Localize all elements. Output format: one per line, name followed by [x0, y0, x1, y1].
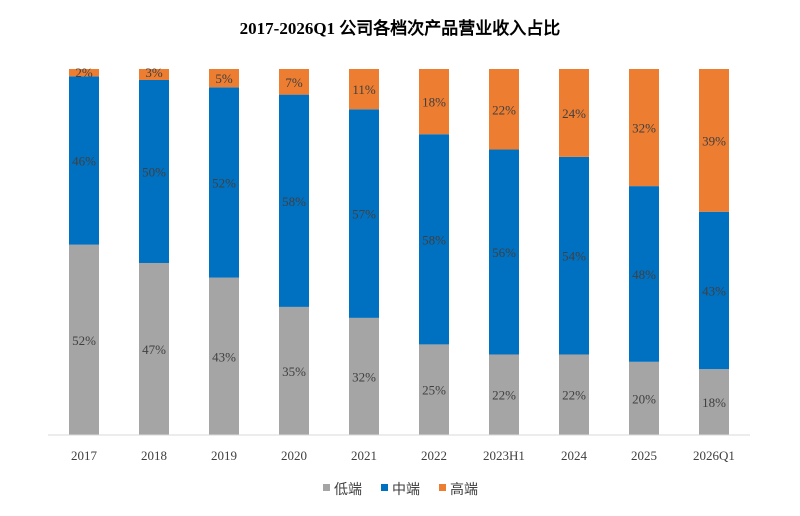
bar-高端-2023H1	[489, 69, 519, 150]
bar-低端-2025	[629, 361, 659, 435]
bar-低端-2020	[279, 306, 309, 435]
bar-高端-2017	[69, 69, 99, 77]
data-label: 58%	[422, 232, 446, 247]
bar-低端-2024	[559, 354, 589, 435]
x-tick-label: 2022	[421, 448, 447, 463]
bar-高端-2025	[629, 69, 659, 187]
data-label: 58%	[282, 194, 306, 209]
bar-低端-2022	[419, 344, 449, 435]
data-label: 32%	[632, 121, 656, 136]
data-label: 46%	[72, 154, 96, 169]
data-label: 43%	[212, 349, 236, 364]
x-tick-label: 2018	[141, 448, 167, 463]
data-label: 3%	[145, 65, 163, 80]
x-tick-label: 2023H1	[483, 448, 525, 463]
data-label: 56%	[492, 245, 516, 260]
legend-swatch	[439, 484, 446, 491]
x-tick-label: 2026Q1	[693, 448, 735, 463]
bar-中端-2025	[629, 186, 659, 362]
bar-低端-2023H1	[489, 354, 519, 435]
data-label: 22%	[492, 102, 516, 117]
bar-高端-2022	[419, 69, 449, 135]
data-label: 20%	[632, 391, 656, 406]
bar-中端-2026Q1	[699, 211, 729, 370]
data-label: 5%	[215, 71, 233, 86]
chart-title: 2017-2026Q1 公司各档次产品营业收入占比	[240, 18, 561, 38]
bar-低端-2026Q1	[699, 369, 729, 435]
x-tick-label: 2020	[281, 448, 307, 463]
legend-label: 中端	[392, 482, 420, 498]
bar-高端-2021	[349, 69, 379, 110]
bar-高端-2024	[559, 69, 589, 157]
bar-低端-2021	[349, 317, 379, 435]
data-label: 11%	[352, 82, 376, 97]
bar-中端-2018	[139, 79, 169, 263]
data-label: 32%	[352, 369, 376, 384]
data-label: 52%	[212, 175, 236, 190]
data-label: 43%	[702, 283, 726, 298]
bar-中端-2017	[69, 76, 99, 245]
bar-中端-2020	[279, 94, 309, 307]
x-tick-label: 2019	[211, 448, 237, 463]
data-label: 2%	[75, 65, 93, 80]
data-label: 50%	[142, 164, 166, 179]
data-label: 47%	[142, 342, 166, 357]
legend-label: 低端	[334, 482, 362, 498]
data-label: 57%	[352, 207, 376, 222]
bar-中端-2019	[209, 87, 239, 278]
bar-高端-2020	[279, 69, 309, 95]
data-label: 22%	[562, 388, 586, 403]
legend-swatch	[323, 484, 330, 491]
x-tick-label: 2021	[351, 448, 377, 463]
x-tick-label: 2017	[71, 448, 98, 463]
bar-低端-2018	[139, 262, 169, 435]
data-label: 7%	[285, 75, 303, 90]
bar-高端-2019	[209, 69, 239, 88]
x-tick-label: 2025	[631, 448, 657, 463]
x-tick-label: 2024	[561, 448, 588, 463]
bar-高端-2026Q1	[699, 69, 729, 212]
data-label: 18%	[702, 395, 726, 410]
data-label: 25%	[422, 383, 446, 398]
data-label: 39%	[702, 133, 726, 148]
data-label: 52%	[72, 333, 96, 348]
bar-中端-2021	[349, 109, 379, 318]
data-label: 22%	[492, 388, 516, 403]
bar-高端-2018	[139, 69, 169, 80]
bar-中端-2022	[419, 134, 449, 345]
bar-低端-2017	[69, 244, 99, 435]
data-label: 24%	[562, 106, 586, 121]
data-label: 35%	[282, 364, 306, 379]
legend-swatch	[381, 484, 388, 491]
bar-低端-2019	[209, 277, 239, 435]
bar-中端-2023H1	[489, 149, 519, 355]
bar-中端-2024	[559, 156, 589, 355]
data-label: 18%	[422, 95, 446, 110]
data-label: 48%	[632, 267, 656, 282]
data-label: 54%	[562, 249, 586, 264]
legend-label: 高端	[450, 481, 478, 498]
